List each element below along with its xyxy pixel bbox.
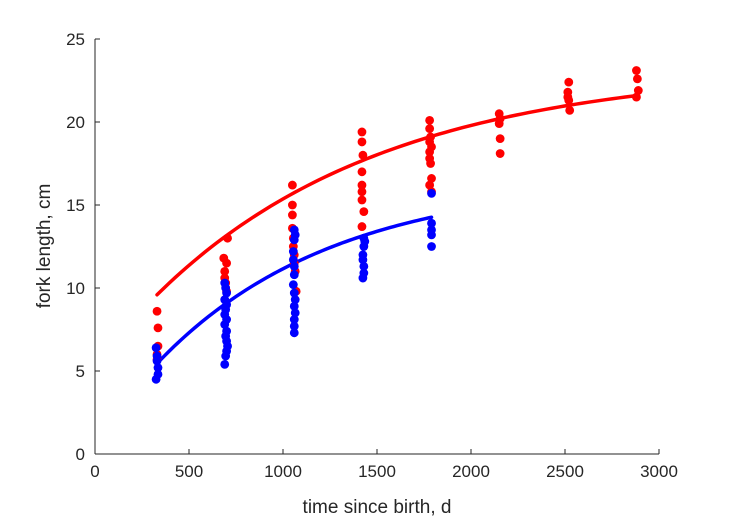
data-point [632, 66, 641, 75]
data-point [152, 356, 162, 366]
y-tick-label: 10 [66, 279, 85, 298]
data-point [425, 147, 435, 157]
data-point [357, 222, 367, 231]
data-point [289, 235, 299, 245]
data-point [427, 174, 436, 183]
y-tick-label: 15 [66, 196, 85, 215]
data-point [494, 119, 504, 129]
data-point [632, 92, 641, 102]
data-point [221, 351, 231, 361]
data-point [290, 295, 300, 305]
y-axis-label: fork length, cm [34, 184, 55, 309]
x-axis-label: time since birth, d [303, 497, 452, 518]
data-point [289, 262, 299, 271]
data-point [359, 262, 369, 271]
x-tick-label: 2000 [452, 462, 490, 481]
data-point [152, 306, 162, 316]
data-point [358, 273, 368, 283]
data-point [359, 242, 369, 251]
data-point [357, 195, 367, 205]
y-tick-label: 0 [76, 445, 85, 464]
data-point [289, 321, 299, 331]
data-point [495, 149, 505, 158]
data-point [220, 320, 230, 329]
data-point [359, 207, 369, 217]
data-point [289, 315, 299, 324]
data-point [357, 137, 367, 147]
data-point [357, 127, 367, 137]
data-point [290, 308, 300, 318]
data-point [565, 105, 575, 115]
y-tick-label: 5 [76, 362, 85, 381]
data-point [633, 86, 643, 95]
data-point [151, 374, 161, 384]
red-fit-curve [155, 93, 639, 297]
data-point [289, 328, 299, 338]
data-points [151, 66, 643, 384]
data-point [564, 96, 574, 105]
data-point [222, 288, 232, 298]
data-point [358, 150, 368, 160]
data-point [288, 180, 297, 190]
x-tick-label: 0 [90, 462, 99, 481]
data-point [632, 74, 642, 84]
data-point [153, 323, 163, 333]
blue-group-series [151, 188, 436, 384]
data-point [289, 270, 299, 280]
data-point [220, 359, 230, 369]
data-point [564, 77, 574, 87]
data-point [358, 255, 368, 265]
x-tick-label: 2500 [546, 462, 584, 481]
x-tick-label: 1000 [264, 462, 302, 481]
data-point [426, 159, 435, 168]
data-point [223, 233, 232, 243]
data-point [289, 288, 299, 298]
data-point [427, 230, 436, 240]
x-ticks: 0 500 1000 1500 2000 2500 3000 [90, 449, 678, 481]
y-tick-label: 25 [66, 30, 85, 49]
y-ticks: 0 5 10 15 20 25 [66, 30, 100, 464]
data-point [425, 115, 435, 125]
data-point [222, 258, 232, 268]
data-point [427, 188, 436, 198]
x-tick-label: 500 [175, 462, 203, 481]
data-point [153, 363, 163, 373]
data-point [151, 343, 161, 353]
data-point [425, 124, 435, 134]
data-point [427, 218, 436, 228]
data-point [427, 242, 436, 251]
data-point [289, 301, 299, 311]
data-point [288, 280, 298, 290]
data-point [288, 255, 298, 265]
x-tick-label: 3000 [640, 462, 678, 481]
data-point [357, 187, 367, 197]
data-point [288, 210, 297, 220]
data-point [357, 167, 367, 177]
data-point [357, 180, 367, 190]
data-point [425, 180, 435, 190]
y-tick-label: 20 [66, 113, 85, 132]
data-point [220, 267, 230, 276]
data-point [495, 134, 505, 144]
x-tick-label: 1500 [358, 462, 396, 481]
data-point [288, 247, 298, 256]
data-point [288, 200, 297, 210]
